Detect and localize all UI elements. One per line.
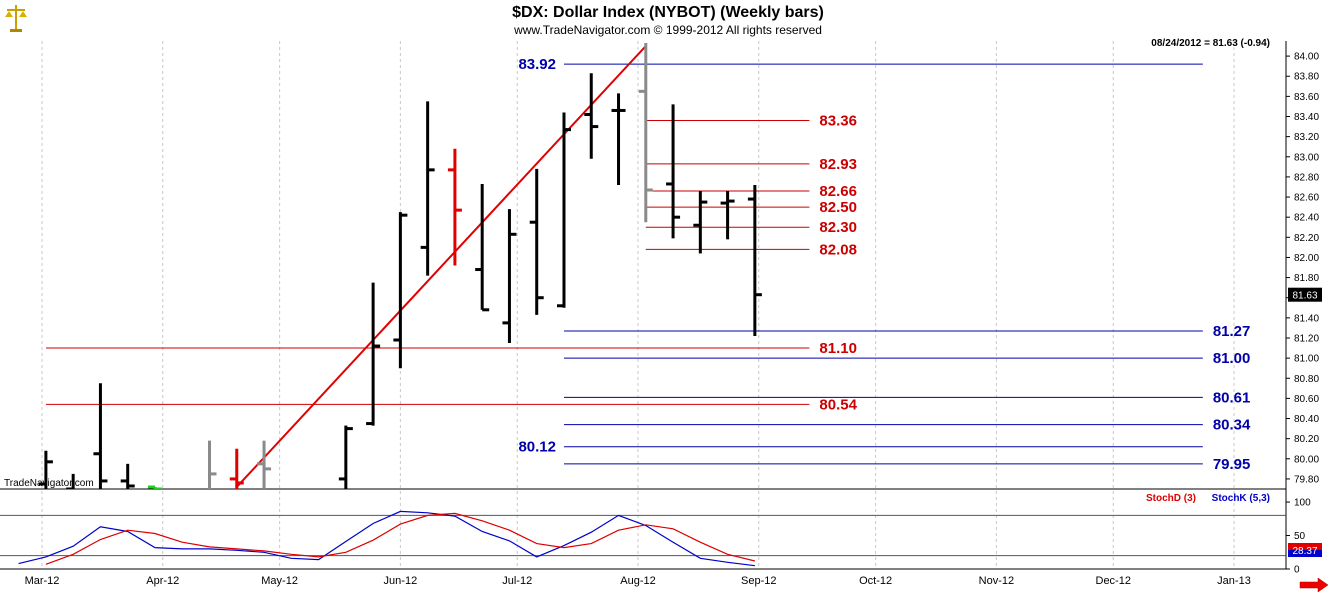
level-label: 83.92 (518, 56, 556, 73)
watermark: TradeNavigator.com (4, 478, 94, 489)
stoch-y-tick-label: 100 (1294, 498, 1311, 509)
y-tick-label: 81.20 (1294, 333, 1319, 344)
axes-group: Mar-12 Apr-12 May-12 Jun-12 Jul-12 Aug-12 Sep-… (25, 52, 1322, 587)
level-label: 79.95 (1213, 456, 1251, 473)
level-label: 80.34 (1213, 417, 1251, 434)
y-tick-label: 82.80 (1294, 172, 1319, 183)
y-tick-label: 82.60 (1294, 193, 1319, 204)
chart-subtitle: www.TradeNavigator.com © 1999-2012 All r… (513, 23, 822, 37)
chart-title: $DX: Dollar Index (NYBOT) (Weekly bars) (512, 4, 824, 21)
y-tick-label: 80.40 (1294, 414, 1319, 425)
stoch-y-tick-label: 50 (1294, 531, 1306, 542)
scroll-right-arrow-icon[interactable] (1299, 577, 1329, 593)
x-tick-label: Dec-12 (1096, 575, 1131, 587)
x-tick-label: Nov-12 (979, 575, 1014, 587)
stoch-legend-d: StochD (3) (1146, 493, 1196, 504)
x-tick-label: Jun-12 (384, 575, 418, 587)
stoch-last-value-tag: 28.37 (1292, 546, 1317, 557)
stoch-tag-top (1288, 543, 1322, 550)
level-label: 82.30 (819, 219, 857, 236)
last-price-tag: 81.63 (1292, 291, 1317, 302)
level-label: 83.36 (819, 113, 857, 130)
y-tick-label: 82.20 (1294, 233, 1319, 244)
frame-group (0, 41, 1287, 570)
stoch-legend-k: StochK (5,3) (1212, 493, 1270, 504)
x-tick-label: Aug-12 (620, 575, 655, 587)
x-tick-label: Jan-13 (1217, 575, 1251, 587)
trendline-group (236, 45, 647, 488)
y-tick-label: 80.20 (1294, 434, 1319, 445)
y-tick-label: 81.00 (1294, 354, 1319, 365)
level-label: 81.10 (819, 340, 857, 357)
trend-line (236, 45, 647, 488)
y-tick-label: 83.60 (1294, 92, 1319, 103)
x-tick-label: Oct-12 (859, 575, 892, 587)
level-label: 80.12 (518, 439, 556, 456)
price-readout: 08/24/2012 = 81.63 (-0.94) (1151, 38, 1270, 49)
y-tick-label: 83.80 (1294, 72, 1319, 83)
stochastic-group: StochD (3) StochK (5,3) (0, 493, 1286, 567)
level-label: 81.00 (1213, 350, 1251, 367)
y-tick-label: 82.00 (1294, 253, 1319, 264)
level-label: 81.27 (1213, 323, 1251, 340)
y-tick-label: 79.80 (1294, 474, 1319, 485)
level-label: 82.93 (819, 156, 857, 173)
stoch-series-line (18, 510, 755, 567)
y-tick-label: 84.00 (1294, 52, 1319, 63)
y-tick-label: 83.20 (1294, 132, 1319, 143)
level-label: 82.08 (819, 241, 857, 258)
scale-logo-icon (5, 5, 27, 32)
y-tick-label: 82.40 (1294, 213, 1319, 224)
y-tick-label: 81.80 (1294, 273, 1319, 284)
ohlc-bars-group (38, 43, 762, 489)
stoch-tag-bottom (1288, 550, 1322, 557)
last-price-tag-box (1288, 287, 1322, 302)
y-tick-label: 80.80 (1294, 374, 1319, 385)
y-tick-label: 80.00 (1294, 454, 1319, 465)
level-label: 82.50 (819, 199, 857, 216)
x-tick-label: Mar-12 (25, 575, 60, 587)
y-tick-label: 80.60 (1294, 394, 1319, 405)
x-tick-label: Apr-12 (146, 575, 179, 587)
stoch-series-line (45, 512, 756, 565)
level-label: 80.54 (819, 396, 857, 413)
y-tick-label: 83.40 (1294, 112, 1319, 123)
x-tick-label: Sep-12 (741, 575, 776, 587)
x-tick-label: May-12 (261, 575, 298, 587)
y-tick-label: 83.00 (1294, 152, 1319, 163)
stoch-y-tick-label: 0 (1294, 565, 1300, 576)
x-tick-label: Jul-12 (502, 575, 532, 587)
level-label: 82.66 (819, 183, 857, 200)
level-label: 80.61 (1213, 389, 1251, 406)
y-tick-label: 81.40 (1294, 313, 1319, 324)
